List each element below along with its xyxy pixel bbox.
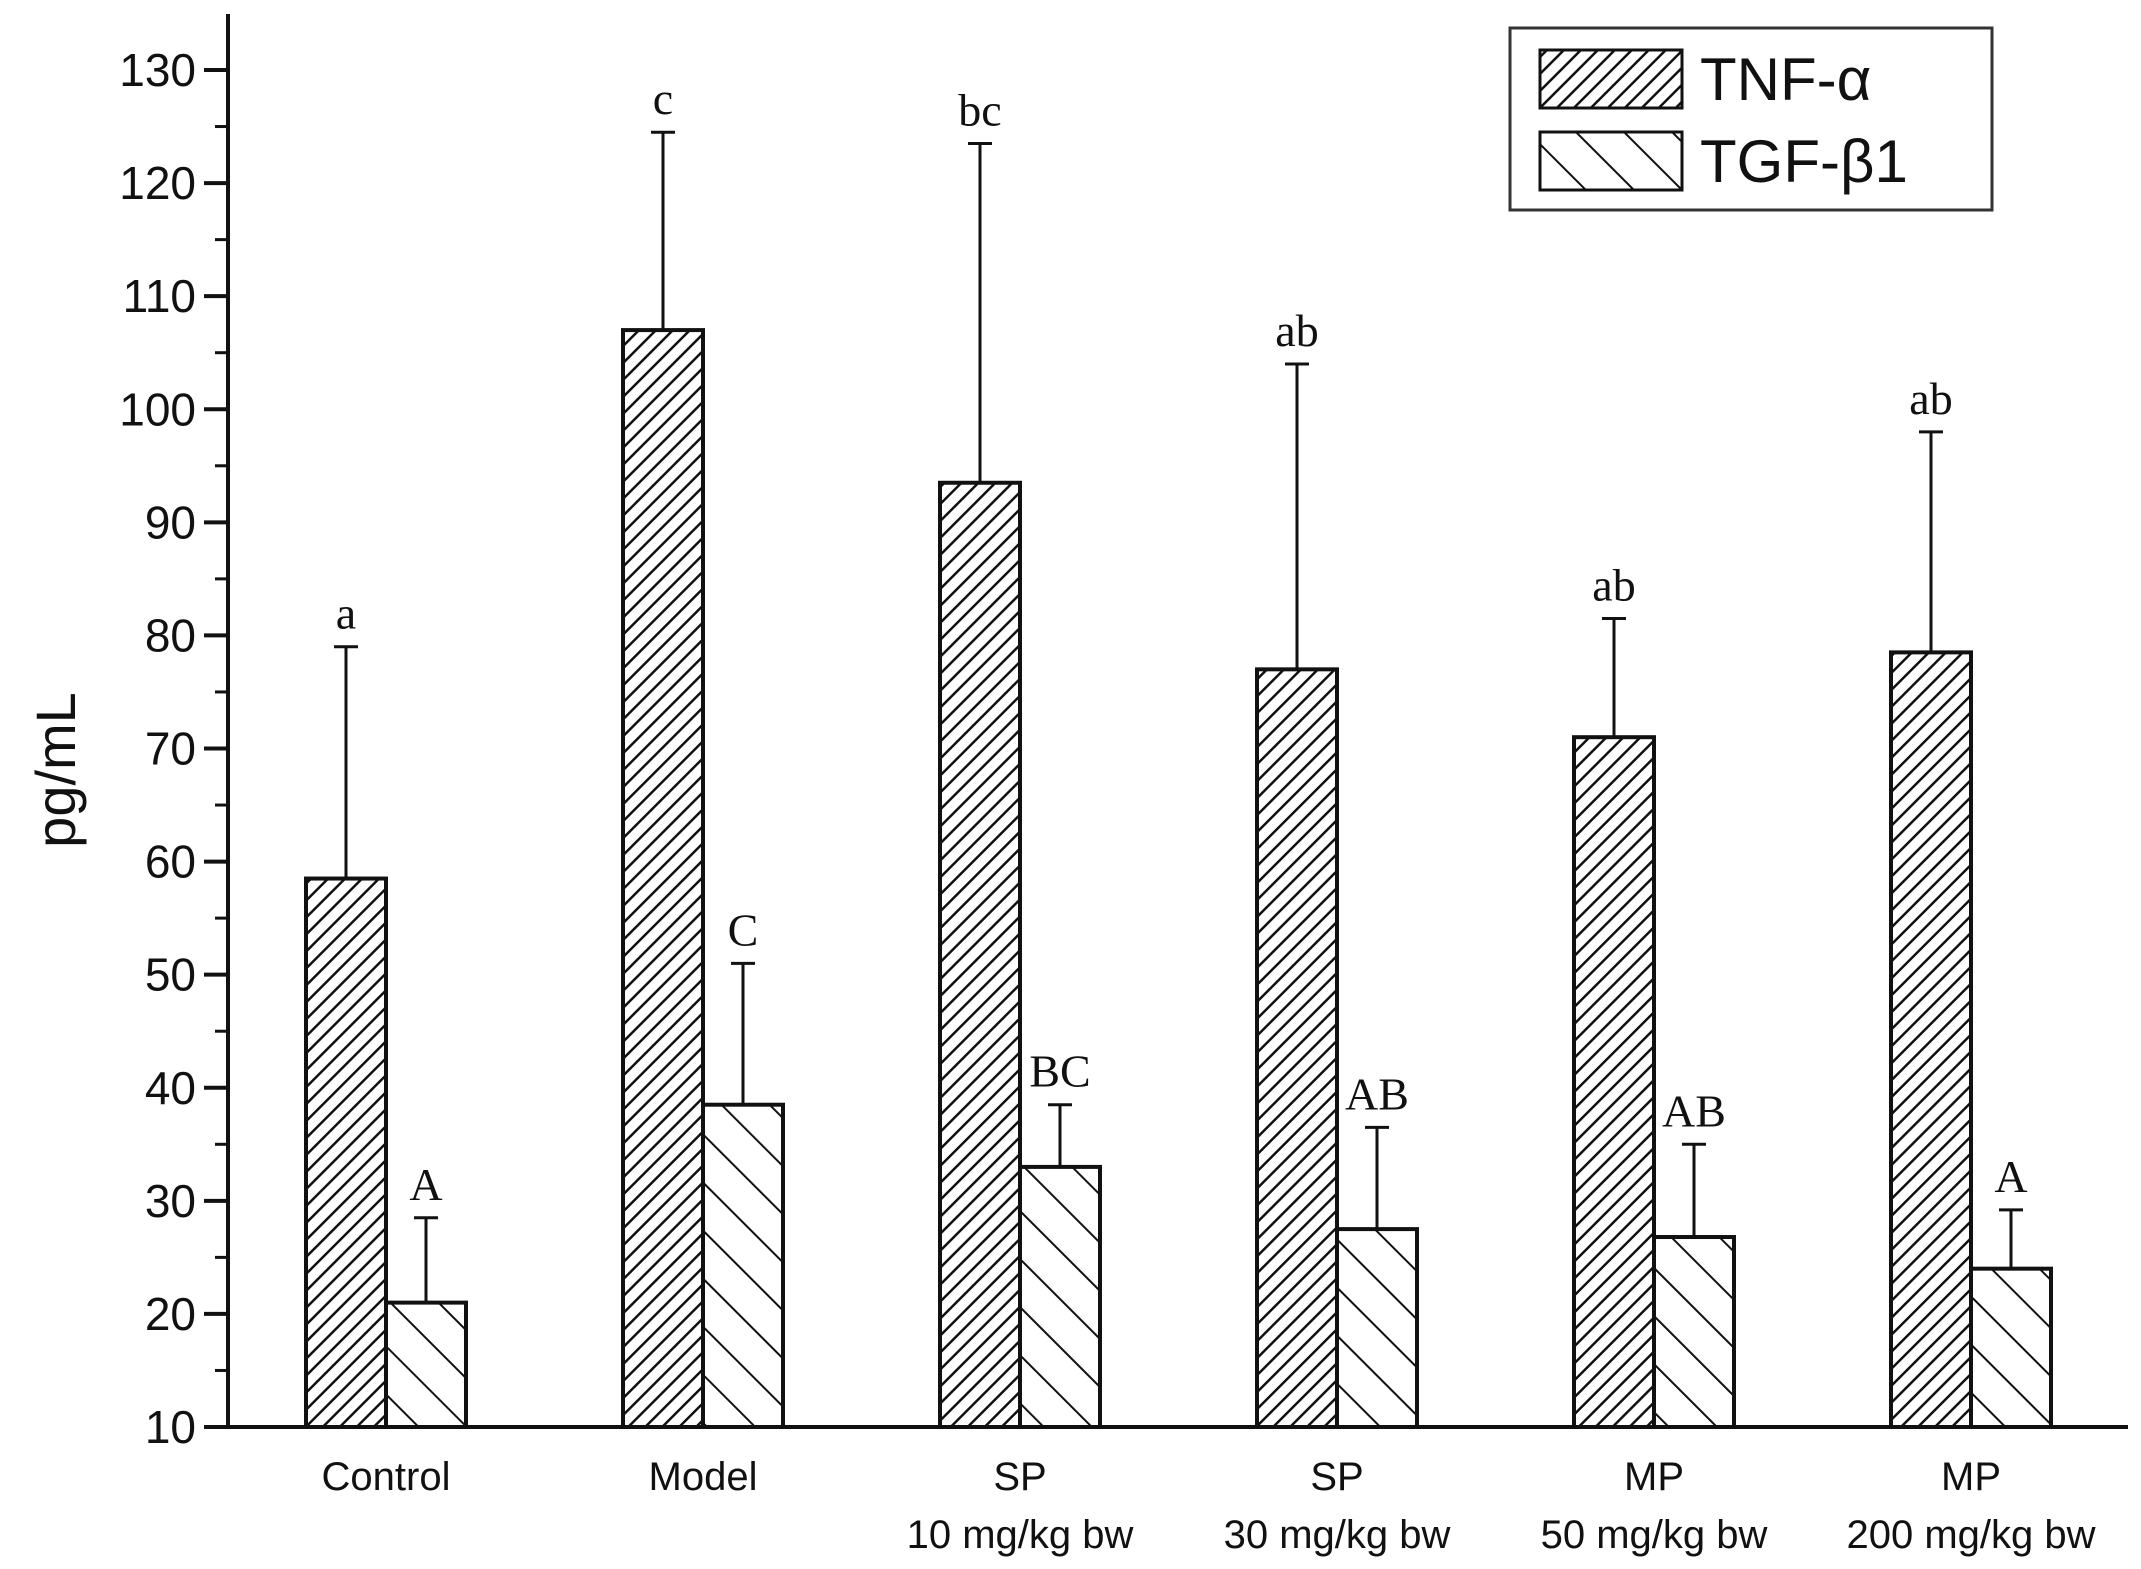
y-axis-title: pg/mL	[24, 692, 87, 848]
y-tick-label: 100	[119, 383, 196, 435]
significance-letter-tnf-alpha: c	[653, 73, 673, 124]
y-tick-label: 60	[145, 836, 196, 888]
significance-letters-layer: a Ac Cbc BC ab AB ab AB ab A	[336, 73, 2028, 1210]
y-tick-label: 110	[123, 270, 196, 322]
x-category-label: MP 200 mg/kg bw	[1846, 1455, 2095, 1557]
significance-letter-tgf-beta1: BC	[1029, 1046, 1090, 1097]
significance-letter-tgf-beta1: A	[1994, 1151, 2027, 1202]
bar-tnf-alpha	[621, 328, 705, 1429]
y-tick-label: 40	[145, 1062, 196, 1114]
y-tick-label: 130	[119, 44, 196, 96]
bar-tnf-alpha	[304, 876, 388, 1429]
x-category-labels: Control Model SP 10 mg/kg bw SP 30 mg/kg bw MP…	[322, 1455, 2096, 1557]
legend-label-tnf-alpha: TNF-α	[1700, 46, 1871, 113]
x-category-label: SP 30 mg/kg bw	[1224, 1455, 1451, 1557]
axes: 10 20 30 40 50 60 70 80 90 100 110 120 130 Control Mo…	[119, 14, 2128, 1557]
significance-letter-tgf-beta1: C	[728, 904, 759, 955]
x-category-label: Control	[322, 1455, 451, 1499]
y-tick-label: 10	[145, 1401, 196, 1453]
bar-tnf-alpha	[1572, 735, 1656, 1429]
y-ticks: 10 20 30 40 50 60 70 80 90 100 110 120 130	[119, 44, 228, 1453]
y-tick-label: 30	[145, 1175, 196, 1227]
bar-tnf-alpha	[1889, 650, 1973, 1429]
significance-letter-tgf-beta1: A	[409, 1159, 442, 1210]
y-tick-label: 120	[119, 157, 196, 209]
y-tick-label: 90	[145, 496, 196, 548]
significance-letter-tnf-alpha: ab	[1909, 373, 1952, 424]
legend: TNF-α TGF-β1	[1508, 26, 1994, 212]
y-tick-label: 80	[145, 609, 196, 661]
significance-letter-tgf-beta1: AB	[1662, 1085, 1726, 1136]
bar-tgf-beta1	[1969, 1266, 2053, 1430]
bar-tgf-beta1	[1335, 1227, 1419, 1429]
y-tick-label: 20	[145, 1288, 196, 1340]
bar-tnf-alpha	[938, 480, 1022, 1430]
legend-swatch-tnf-alpha	[1538, 48, 1684, 110]
bar-tgf-beta1	[384, 1300, 468, 1429]
significance-letter-tnf-alpha: ab	[1592, 559, 1635, 610]
bar-tgf-beta1	[1652, 1235, 1736, 1430]
error-bars-layer	[334, 130, 2023, 1303]
y-tick-label: 50	[145, 949, 196, 1001]
bar-tgf-beta1	[1018, 1164, 1102, 1429]
significance-letter-tnf-alpha: bc	[958, 85, 1001, 136]
significance-letter-tnf-alpha: ab	[1275, 305, 1318, 356]
bars-layer	[304, 328, 2053, 1430]
significance-letter-tgf-beta1: AB	[1345, 1068, 1409, 1119]
y-tick-label: 70	[145, 723, 196, 775]
x-category-label: Model	[649, 1455, 758, 1499]
x-category-label: SP 10 mg/kg bw	[907, 1455, 1134, 1557]
bar-tnf-alpha	[1255, 667, 1339, 1429]
significance-letter-tnf-alpha: a	[336, 588, 356, 639]
x-category-label: MP 50 mg/kg bw	[1541, 1455, 1768, 1557]
legend-swatch-tgf-beta1	[1538, 130, 1684, 192]
legend-label-tgf-beta1: TGF-β1	[1700, 128, 1908, 195]
bar-tgf-beta1	[701, 1102, 785, 1430]
